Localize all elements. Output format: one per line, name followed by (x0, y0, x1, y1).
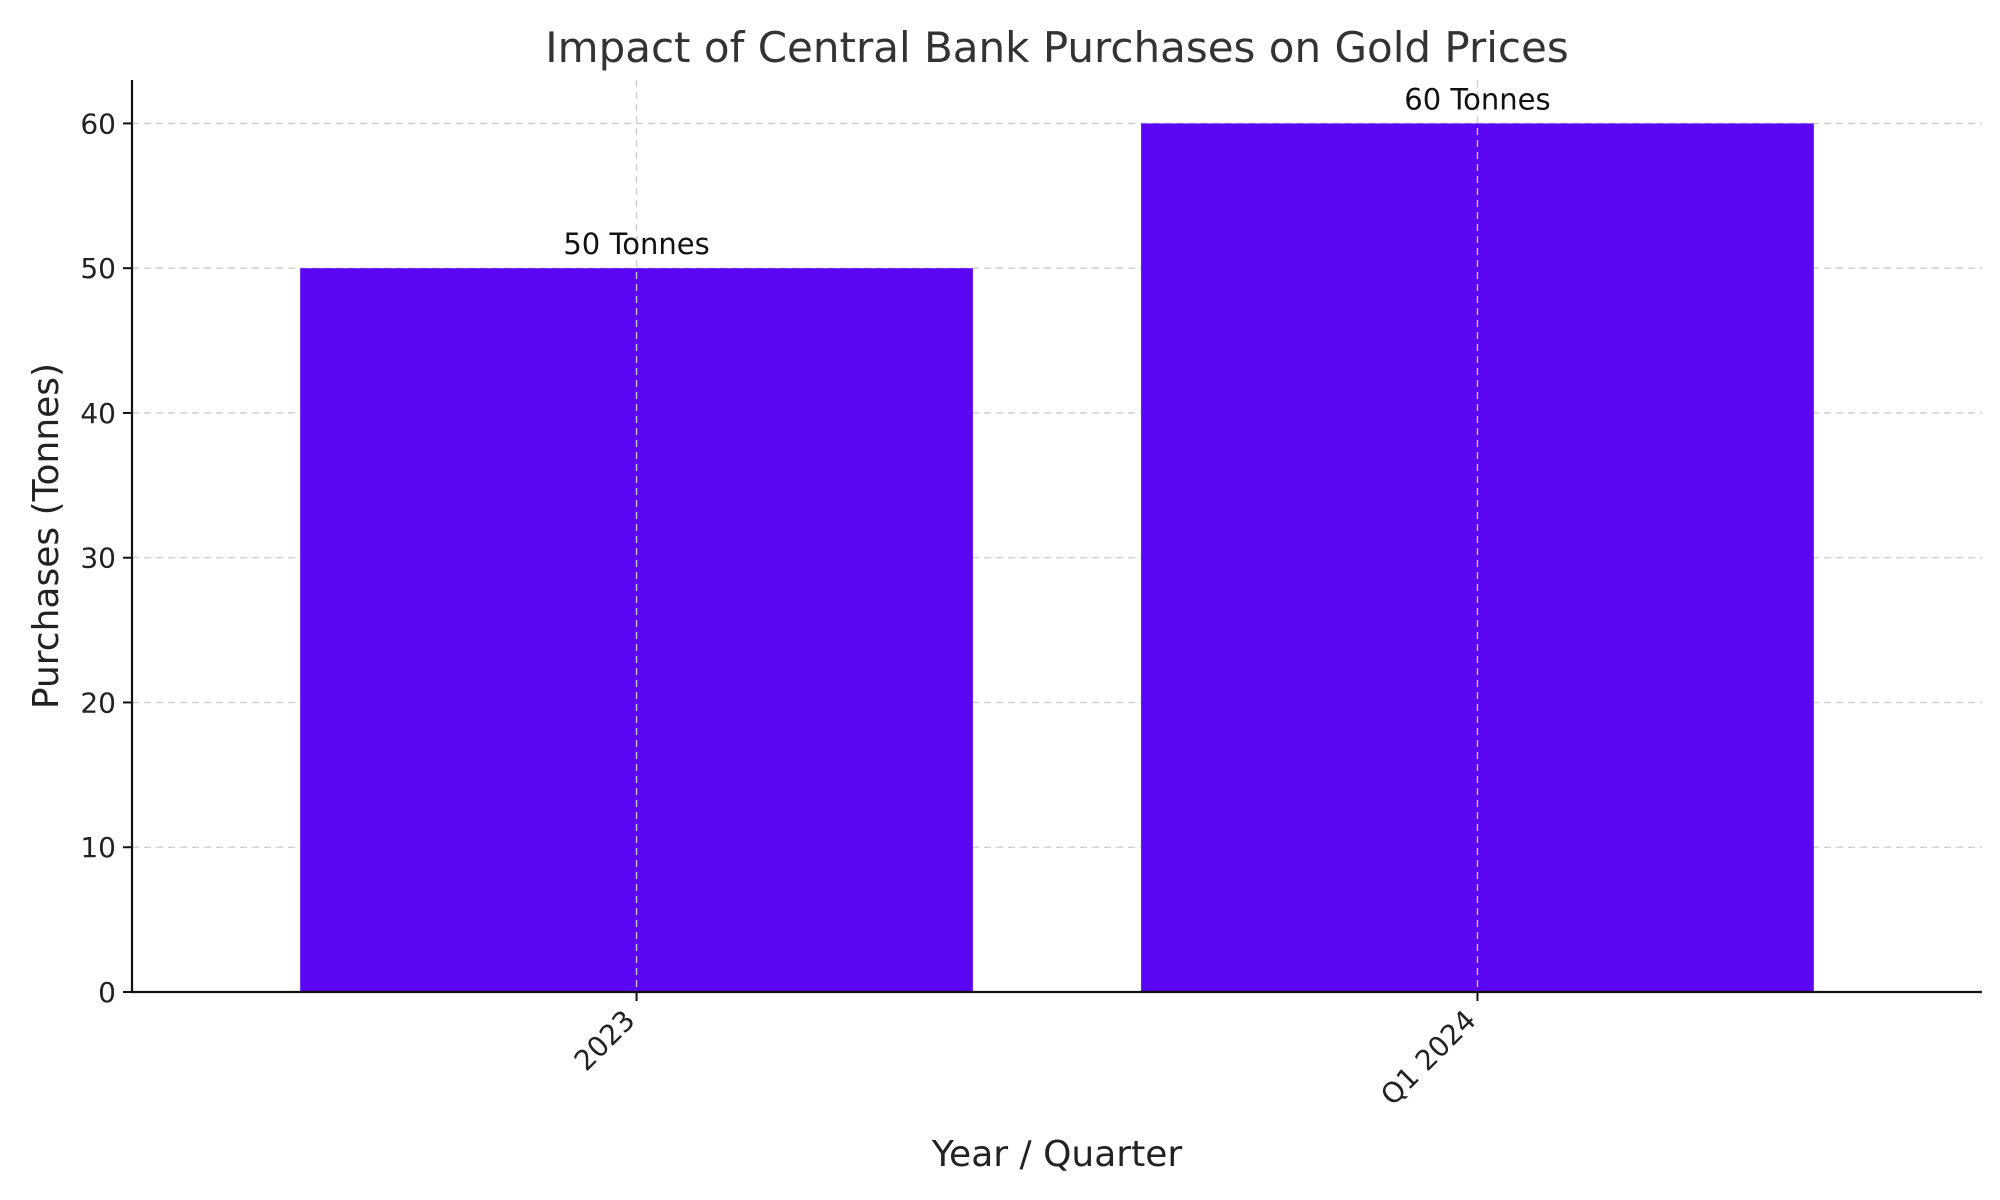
bar (300, 268, 973, 992)
bar (1141, 123, 1814, 992)
chart-title: Impact of Central Bank Purchases on Gold… (545, 23, 1568, 72)
x-tick-label: 2023 (568, 1004, 642, 1078)
y-tick-label: 20 (80, 686, 116, 719)
y-tick-label: 30 (80, 542, 116, 575)
y-tick-label: 40 (80, 397, 116, 430)
y-tick-label: 0 (98, 976, 116, 1009)
bar-layer (300, 123, 1814, 992)
axis-layer (123, 80, 1982, 1001)
y-tick-label: 10 (80, 831, 116, 864)
x-axis-label: Year / Quarter (931, 1134, 1183, 1175)
bar-value-label: 50 Tonnes (563, 227, 709, 261)
x-tick-label: Q1 2024 (1374, 1004, 1482, 1112)
y-tick-label: 60 (80, 107, 116, 140)
bar-value-label: 60 Tonnes (1404, 82, 1550, 116)
y-tick-label: 50 (80, 252, 116, 285)
y-axis-label: Purchases (Tonnes) (26, 363, 67, 709)
